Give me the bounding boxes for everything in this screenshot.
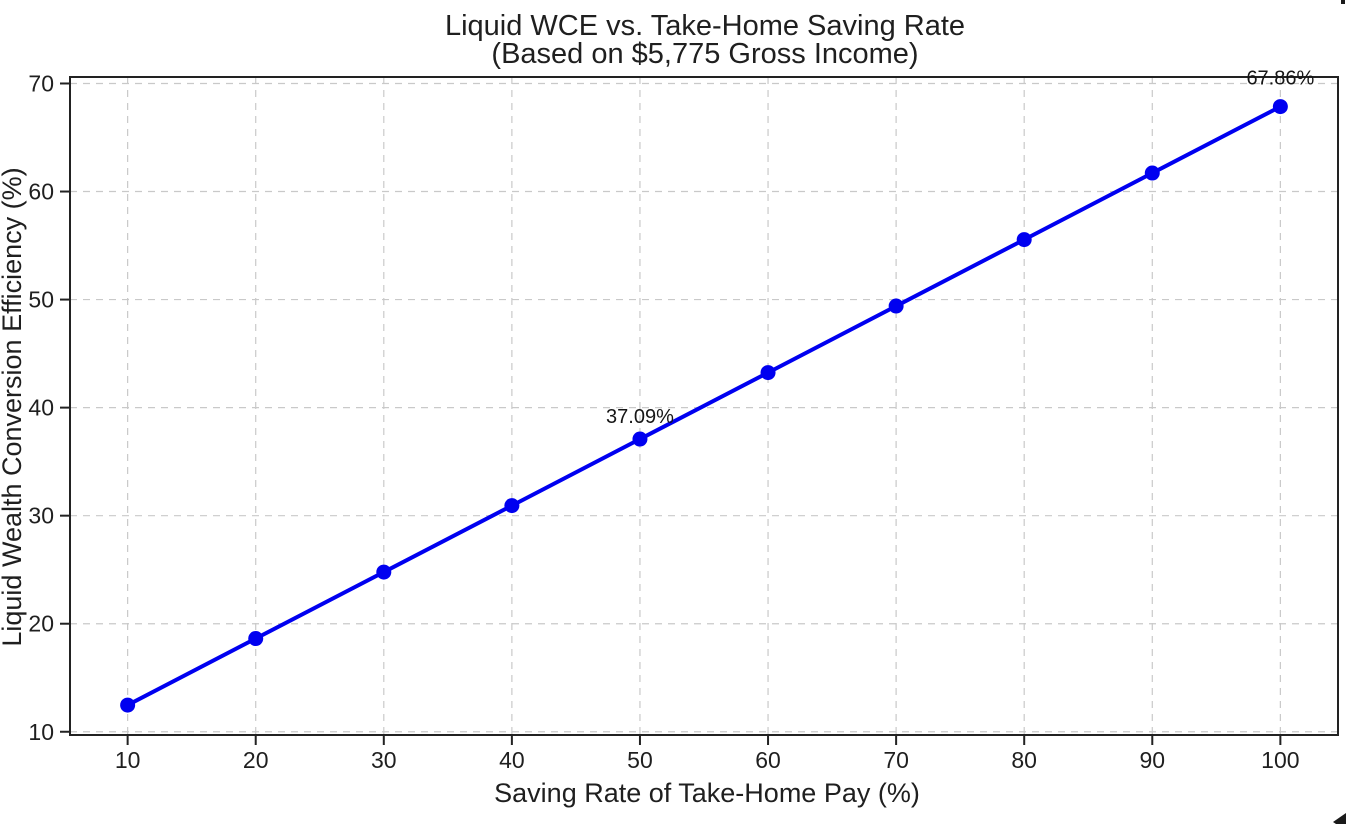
series-layer [120,99,1288,713]
screen-artifact-top-right-icon [1341,0,1345,4]
data-point [760,365,776,381]
data-point [376,564,392,580]
chart-subtitle: (Based on $5,775 Gross Income) [491,38,918,70]
y-tick-label: 20 [28,611,54,637]
y-tick-label: 60 [28,179,54,205]
x-tick-label: 80 [1011,747,1037,773]
y-tick-label: 50 [28,287,54,313]
grid-layer [70,77,1338,735]
x-tick-label: 30 [371,747,397,773]
data-point [632,431,648,447]
point-annotation: 37.09% [606,406,674,428]
tick-layer: 10 20 30 40 50 60 70 80 90 100 10 20 30 40 50 60 70 [28,70,1299,773]
point-annotation: 67.86% [1246,68,1314,90]
y-tick-label: 10 [28,719,54,745]
x-tick-label: 50 [627,747,653,773]
x-axis-label: Saving Rate of Take-Home Pay (%) [494,778,920,808]
y-axis-label: Liquid Wealth Conversion Efficiency (%) [0,167,27,646]
x-tick-label: 90 [1139,747,1165,773]
x-tick-label: 40 [499,747,525,773]
series-line [125,104,1283,708]
x-tick-label: 20 [243,747,269,773]
data-point [120,697,136,713]
y-tick-label: 40 [28,395,54,421]
x-tick-label: 70 [883,747,909,773]
plot-border [69,76,1339,736]
data-point [888,298,904,314]
data-point [1144,165,1160,181]
data-point [1272,99,1288,115]
x-tick-label: 10 [115,747,141,773]
y-tick-label: 70 [28,70,54,96]
chart-title: Liquid WCE vs. Take-Home Saving Rate [445,10,965,42]
annotation-layer: 37.09% 67.86% [606,68,1314,428]
screen-artifact-bottom-right-icon [1333,813,1346,824]
data-point [504,498,520,514]
data-point [1016,232,1032,248]
x-tick-label: 100 [1261,747,1299,773]
y-tick-label: 30 [28,503,54,529]
data-point [248,631,264,647]
x-tick-label: 60 [755,747,781,773]
